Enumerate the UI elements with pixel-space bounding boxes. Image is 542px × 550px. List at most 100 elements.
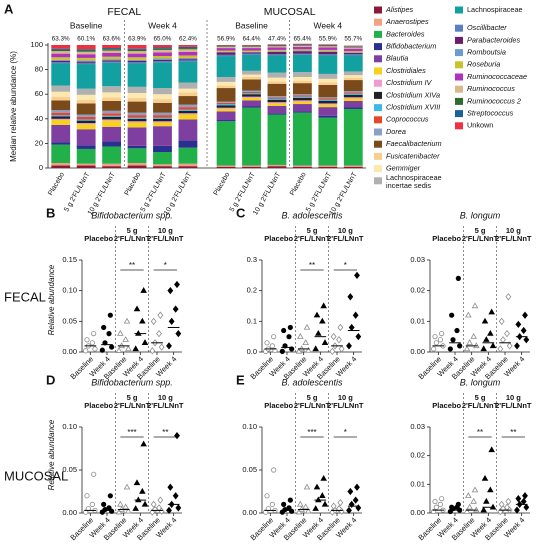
bar-segment <box>51 57 71 60</box>
bar-segment <box>153 94 172 100</box>
period-label: Week 4 <box>148 20 177 30</box>
data-point <box>174 431 180 440</box>
bar-segment <box>153 48 172 50</box>
bar-segment <box>216 88 236 102</box>
legend-label: Unkown <box>467 121 493 130</box>
bar-segment <box>127 49 147 52</box>
data-point <box>449 312 455 318</box>
group-label: 2'FL/LNnT <box>114 234 151 243</box>
bar-segment <box>216 81 236 86</box>
bar-segment <box>318 46 338 48</box>
data-point <box>107 312 113 318</box>
x-tick-label: 5 g 2'FL/LNnT <box>63 171 91 213</box>
bar-segment <box>292 45 312 47</box>
y-tick-label: 0.05 <box>242 465 257 474</box>
group-label: MUCOSAL <box>264 6 316 18</box>
bar-segment <box>102 119 122 121</box>
significance-label: ** <box>477 428 483 437</box>
bar-segment <box>51 62 71 64</box>
bar-segment <box>216 45 236 47</box>
bar-segment <box>51 59 71 61</box>
data-point <box>132 505 139 511</box>
bar-segment <box>51 51 71 54</box>
bar-segment <box>216 104 236 106</box>
bar-segment <box>216 51 236 53</box>
data-point <box>336 336 342 344</box>
y-tick-label: 0.03 <box>410 422 425 431</box>
significance-label: * <box>344 428 347 437</box>
bar-segment <box>178 109 198 111</box>
bar-segment <box>178 147 198 164</box>
bar-segment <box>76 64 96 89</box>
bar-segment <box>51 112 71 116</box>
bar-segment <box>153 166 172 168</box>
data-point <box>498 500 505 509</box>
data-point <box>480 506 487 513</box>
bar-segment <box>178 59 198 61</box>
group-label: Placebo <box>84 401 113 410</box>
bar-segment <box>343 94 363 98</box>
bar-segment <box>153 152 172 165</box>
bar-segment <box>292 112 312 166</box>
y-tick-label: 0.00 <box>410 508 425 517</box>
bar-segment <box>267 44 287 45</box>
bar-segment <box>216 166 236 168</box>
data-point <box>455 275 461 281</box>
data-point <box>523 336 530 344</box>
x-tick-label: 5 g 2'FL/LNnT <box>305 171 333 213</box>
bar-segment <box>292 43 312 45</box>
bar-segment <box>216 48 236 51</box>
bar-segment <box>102 126 122 142</box>
significance-label: ** <box>129 261 135 270</box>
bar-segment <box>76 45 96 50</box>
coverage-label: 62.4% <box>179 36 197 43</box>
bar-segment <box>267 98 287 100</box>
bar-segment <box>267 45 287 47</box>
bar-segment <box>51 100 71 111</box>
bar-segment <box>102 52 122 57</box>
bar-segment <box>318 103 338 105</box>
bar-segment <box>102 97 122 101</box>
bar-segment <box>102 61 122 63</box>
bar-segment <box>318 98 338 100</box>
data-point <box>122 503 129 510</box>
bar-segment <box>216 56 236 77</box>
y-tick-label: 0 <box>39 163 43 172</box>
data-point <box>133 479 141 486</box>
coverage-label: 63.6% <box>103 36 121 43</box>
bar-segment <box>343 108 363 166</box>
bar-segment <box>242 70 261 75</box>
data-point <box>167 483 174 491</box>
bar-segment <box>178 107 198 110</box>
bar-segment <box>127 148 147 164</box>
group-label: 2'FL/LNnT <box>462 401 499 410</box>
bar-segment <box>153 62 172 89</box>
data-point <box>439 496 445 502</box>
bar-segment <box>242 54 261 71</box>
bar-segment <box>343 98 363 101</box>
data-point <box>336 505 342 513</box>
data-point <box>471 486 479 493</box>
data-point <box>175 504 182 512</box>
bar-segment <box>102 113 122 116</box>
significance-label: * <box>164 261 167 270</box>
legend-swatch <box>455 24 463 32</box>
data-point <box>330 333 337 341</box>
bar-segment <box>51 118 71 121</box>
bar-segment <box>216 50 236 52</box>
bar-segment <box>318 45 338 46</box>
bar-segment <box>178 104 198 108</box>
data-point <box>454 327 460 334</box>
group-label: 5 g <box>127 226 138 235</box>
y-tick-label: 0.05 <box>62 465 77 474</box>
data-point <box>523 503 530 511</box>
group-label: 10 g <box>506 226 521 235</box>
bar-segment <box>51 110 71 113</box>
bar-segment <box>242 96 261 98</box>
data-point <box>122 336 129 342</box>
legend-label: Clostridium IV <box>386 78 433 87</box>
bar-segment <box>102 120 122 127</box>
bar-segment <box>267 54 287 56</box>
bar-segment <box>292 83 312 95</box>
coverage-label: 47.4% <box>268 36 286 43</box>
